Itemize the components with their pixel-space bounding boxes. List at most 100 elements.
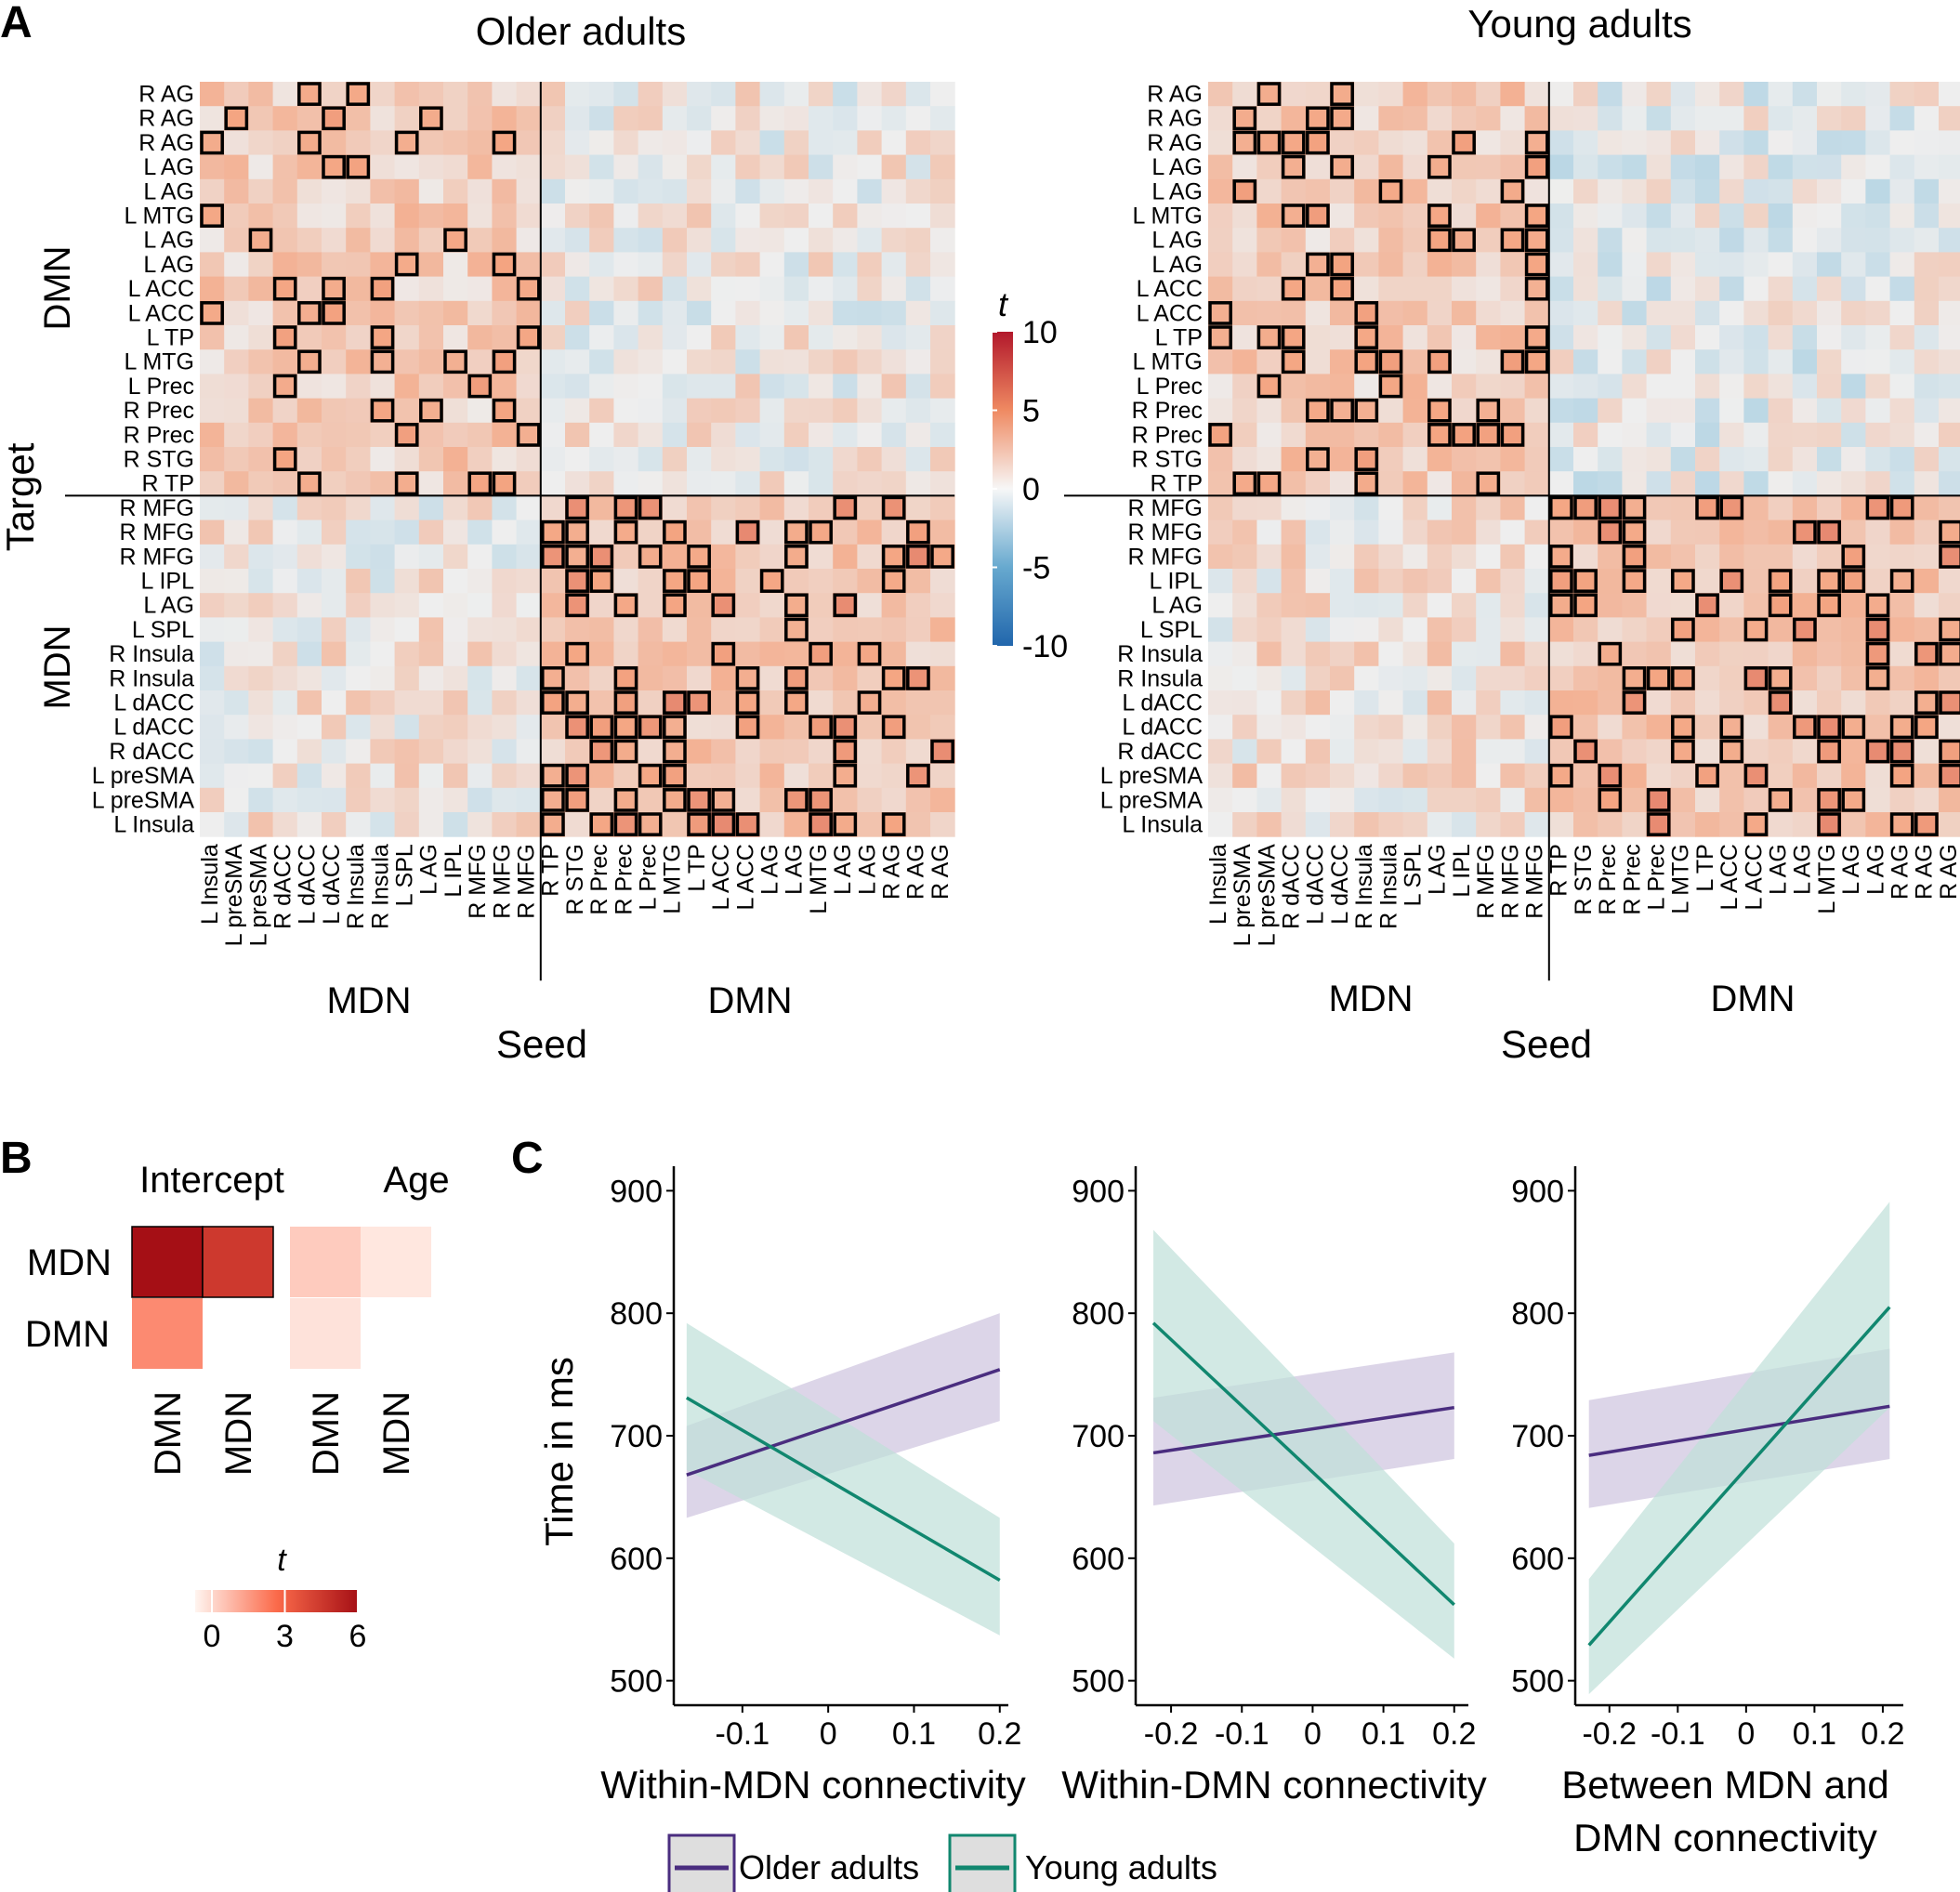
significant-cell-outline — [1743, 666, 1769, 690]
heatmap-cell — [443, 204, 468, 229]
heatmap-cell — [516, 471, 542, 496]
heatmap-cell — [930, 398, 955, 424]
heatmap-cell — [1841, 739, 1866, 765]
heatmap-cell — [638, 569, 664, 594]
heatmap-cell — [1598, 763, 1623, 789]
heatmap-cell — [613, 276, 639, 302]
heatmap-cell — [540, 204, 566, 229]
heatmap-cell — [272, 398, 298, 424]
heatmap-cell — [418, 569, 444, 594]
heatmap-cell — [1865, 228, 1891, 253]
heatmap-cell — [565, 690, 590, 716]
heatmap-cell — [1402, 447, 1428, 472]
significant-cell-outline — [809, 812, 833, 836]
heatmap-cell — [857, 130, 883, 156]
matrix-row-label: L AG — [143, 252, 194, 278]
matrix-row-label: L AG — [143, 178, 194, 204]
heatmap-cell — [589, 106, 614, 131]
heatmap-cell — [492, 300, 518, 326]
heatmap-cell — [735, 812, 761, 837]
heatmap-cell — [589, 495, 614, 521]
heatmap-cell — [905, 154, 931, 180]
heatmap-cell — [1768, 471, 1794, 496]
heatmap-cell — [1939, 130, 1960, 156]
heatmap-cell — [735, 641, 761, 667]
heatmap-cell — [1256, 130, 1283, 156]
matrix-row-label: R Insula — [1117, 641, 1203, 667]
heatmap-cell — [565, 374, 590, 400]
heatmap-cell — [394, 495, 420, 521]
heatmap-cell — [492, 276, 518, 302]
heatmap-cell — [783, 471, 809, 496]
heatmap-cell — [613, 495, 639, 521]
heatmap-cell — [1281, 569, 1307, 594]
matrix-older-dmn-row: DMN — [37, 245, 78, 330]
heatmap-cell — [1330, 495, 1355, 521]
significant-cell-outline — [1281, 276, 1306, 301]
heatmap-cell — [1232, 82, 1257, 107]
significant-cell-outline — [1500, 349, 1525, 374]
heatmap-cell — [930, 715, 955, 740]
heatmap-cell — [833, 519, 858, 545]
heatmap-cell — [1743, 447, 1769, 472]
heatmap-cell — [1378, 228, 1404, 253]
heatmap-cell — [1914, 252, 1940, 278]
heatmap-cell — [905, 228, 931, 253]
matrix-row-label: L AG — [143, 154, 194, 180]
heatmap-cell — [1889, 593, 1915, 618]
heatmap-cell — [467, 349, 493, 374]
heatmap-cell — [1476, 569, 1501, 594]
heatmap-cell — [1670, 325, 1696, 350]
heatmap-cell — [930, 519, 955, 545]
heatmap-cell — [613, 519, 639, 545]
heatmap-cell — [1719, 763, 1744, 789]
heatmap-cell — [783, 690, 809, 716]
heatmap-cell — [1622, 178, 1648, 204]
heatmap-cell — [322, 715, 347, 740]
heatmap-cell — [833, 349, 858, 374]
heatmap-cell — [1476, 204, 1501, 229]
heatmap-cell — [1452, 82, 1477, 107]
heatmap-cell — [1768, 495, 1794, 521]
significant-cell-outline — [711, 812, 736, 836]
heatmap-cell — [1792, 204, 1818, 229]
network-col-label: DMN — [306, 1391, 347, 1476]
heatmap-cell — [1914, 617, 1940, 643]
significant-cell-outline — [930, 545, 954, 569]
heatmap-cell — [1500, 374, 1526, 400]
heatmap-cell — [881, 715, 907, 740]
heatmap-cell — [1939, 690, 1960, 716]
heatmap-cell — [565, 154, 590, 180]
matrix-col-label: R MFG — [489, 844, 515, 919]
y-tick-label: 900 — [1072, 1174, 1125, 1209]
heatmap-cell — [540, 422, 566, 448]
heatmap-cell — [565, 569, 590, 594]
heatmap-cell — [1232, 617, 1257, 643]
heatmap-cell — [759, 763, 785, 789]
heatmap-cell — [248, 519, 274, 545]
significant-cell-outline — [1524, 228, 1549, 253]
heatmap-cell — [1354, 641, 1379, 667]
heatmap-cell — [783, 544, 809, 570]
heatmap-cell — [1476, 593, 1501, 618]
heatmap-cell — [1695, 325, 1720, 350]
matrix-row-label: R Prec — [1132, 398, 1203, 424]
legend-older-label: Older adults — [739, 1848, 919, 1886]
significant-cell-outline — [1768, 666, 1793, 690]
heatmap-cell — [687, 617, 712, 643]
heatmap-cell — [1939, 398, 1960, 424]
heatmap-cell — [1524, 495, 1550, 521]
heatmap-cell — [1598, 300, 1623, 326]
heatmap-cell — [1670, 471, 1696, 496]
heatmap-cell — [1476, 739, 1501, 765]
significant-cell-outline — [1354, 301, 1379, 325]
heatmap-cell — [1476, 130, 1501, 156]
heatmap-cell — [492, 690, 518, 716]
heatmap-cell — [833, 471, 858, 496]
network-t-cell — [132, 1298, 203, 1369]
heatmap-cell — [516, 422, 542, 448]
heatmap-cell — [881, 665, 907, 691]
heatmap-cell — [1476, 106, 1501, 131]
heatmap-cell — [1524, 82, 1550, 107]
